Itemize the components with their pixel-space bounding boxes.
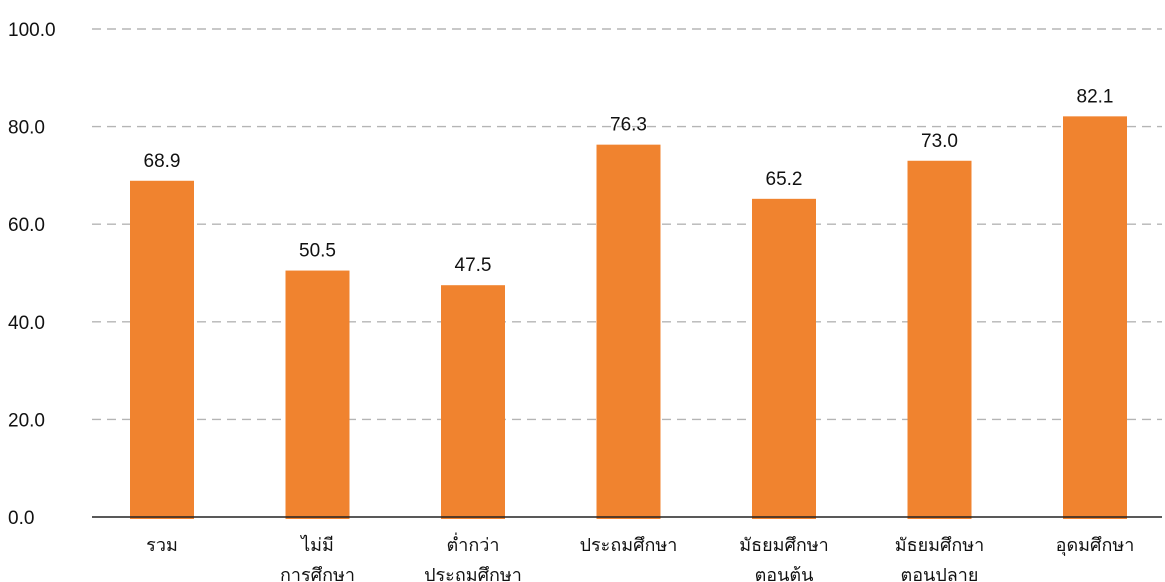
y-axis-tick-labels: 0.0 20.0 40.0 60.0 80.0 100.0 [8,20,56,529]
data-label: 47.5 [455,255,492,276]
x-category-label: รวม [146,535,178,556]
data-label: 82.1 [1077,86,1114,107]
y-tick-label: 20.0 [8,410,45,431]
bar [596,144,661,519]
bar [907,160,972,519]
y-tick-label: 40.0 [8,313,45,334]
y-tick-label: 0.0 [8,508,34,529]
bar [752,198,816,519]
x-category-label: ต่ำกว่า [447,532,500,556]
data-label: 50.5 [299,241,336,262]
x-category-label: มัธยมศึกษา [895,535,985,556]
bar [130,180,194,519]
x-category-label: ตอนต้น [755,565,814,582]
gridlines [92,28,1162,421]
data-label: 68.9 [144,151,181,172]
x-category-label: ประถมศึกษา [580,535,678,556]
y-tick-label: 60.0 [8,215,45,236]
bar [1063,116,1127,520]
x-category-label: ประถมศึกษา [424,565,522,582]
x-category-label: อุดมศึกษา [1056,535,1135,556]
bar [285,270,350,519]
x-category-label: การศึกษา [280,565,355,582]
x-category-label: ไม่มี [299,534,334,556]
y-tick-label: 100.0 [8,20,56,41]
x-axis-category-labels: รวม ไม่มีการศึกษาต่ำกว่าประถมศึกษาประถมศึ… [146,532,1134,582]
y-tick-label: 80.0 [8,118,45,139]
x-category-label: ตอนปลาย [901,565,979,582]
bars [130,116,1127,520]
bar [441,285,505,519]
data-label: 73.0 [921,131,958,152]
data-label: 65.2 [766,169,803,190]
data-label: 76.3 [610,115,647,136]
x-category-label: มัธยมศึกษา [739,535,829,556]
data-labels: 68.9 50.5 47.5 76.3 65.2 73.0 82.1 [144,86,1114,276]
